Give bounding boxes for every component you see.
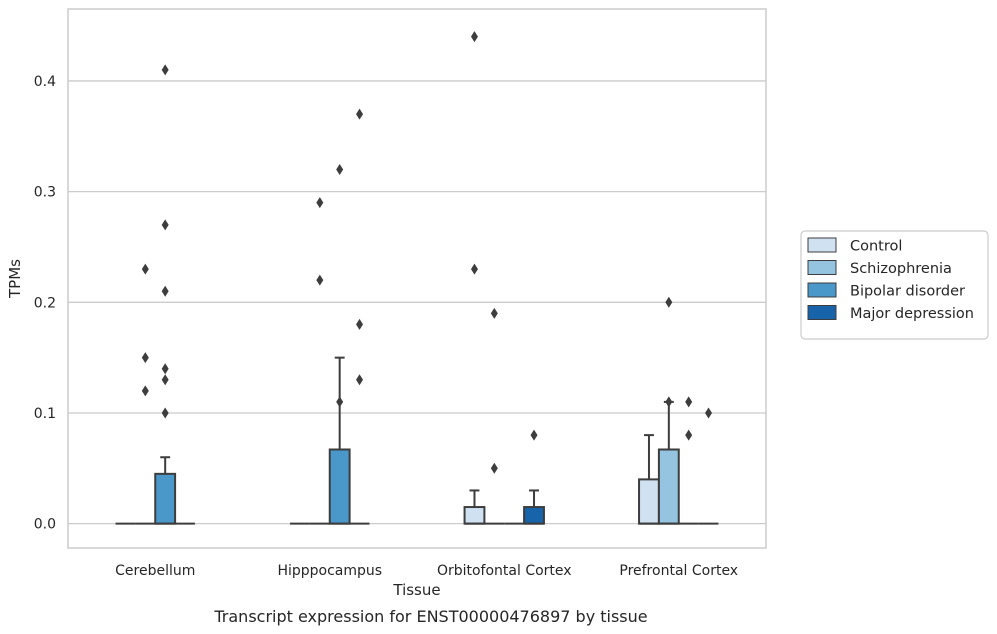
box-schizophrenia [484, 307, 505, 525]
legend: Control Schizophrenia Bipolar disorder Majo… [800, 230, 989, 340]
y-axis-label: TPMs [6, 259, 24, 299]
x-axis-label: Tissue [392, 581, 440, 599]
outlier-point [141, 263, 149, 275]
x-tick-label: Cerebellum [115, 563, 195, 579]
y-tick-label: 0.0 [34, 517, 56, 533]
box-body [638, 478, 660, 525]
outlier-point [490, 462, 498, 474]
y-tick-label: 0.1 [34, 406, 56, 422]
outlier-point [336, 163, 344, 175]
outlier-point [161, 285, 169, 297]
outlier-point [356, 318, 364, 330]
outlier-point [685, 429, 693, 441]
box-schizophrenia [309, 197, 330, 525]
box-plot-series [115, 31, 719, 525]
legend-label: Schizophrenia [850, 261, 952, 277]
chart-caption: Transcript expression for ENST0000047689… [213, 607, 647, 626]
outlier-point [665, 396, 673, 408]
outlier-point [470, 31, 478, 43]
outlier-point [161, 64, 169, 76]
y-tick-label: 0.3 [34, 185, 56, 201]
outlier-point [685, 396, 693, 408]
outlier-point [356, 108, 364, 120]
y-tick-label: 0.4 [34, 74, 56, 90]
box-body [328, 448, 351, 525]
outlier-point [530, 429, 538, 441]
outlier-point [470, 263, 478, 275]
outlier-point [161, 219, 169, 231]
outlier-point [141, 385, 149, 397]
outlier-point [161, 363, 169, 375]
box-bipolar-disorder [328, 163, 351, 525]
box-body [463, 506, 486, 525]
x-tick-label: Prefrontal Cortex [619, 563, 738, 579]
box-body [523, 506, 545, 525]
legend-label: Control [850, 239, 902, 255]
outlier-point [316, 274, 324, 286]
y-axis-ticks: 0.0 0.1 0.2 0.3 0.4 [34, 74, 56, 533]
x-tick-label: Orbitofontal Cortex [437, 563, 572, 579]
outlier-point [490, 307, 498, 319]
plot-frame [67, 8, 767, 549]
box-bipolar-disorder [678, 396, 699, 525]
outlier-point [161, 374, 169, 386]
legend-label: Major depression [850, 306, 974, 322]
legend-swatch [807, 237, 837, 253]
box-body [657, 448, 680, 525]
legend-swatch [807, 282, 837, 298]
x-tick-label: Hipppocampus [277, 563, 382, 579]
outlier-point [336, 396, 344, 408]
legend-frame [800, 230, 989, 340]
box-control [463, 31, 486, 525]
box-schizophrenia [657, 296, 680, 525]
outlier-point [356, 374, 364, 386]
y-tick-label: 0.2 [34, 295, 56, 311]
x-axis-ticks: Cerebellum Hipppocampus Orbitofontal Corte… [115, 563, 738, 579]
legend-swatch [807, 305, 837, 320]
box-control [638, 434, 660, 525]
outlier-point [665, 296, 673, 308]
box-bipolar-disorder [154, 64, 177, 525]
box-major-depression [523, 429, 545, 525]
legend-swatch [807, 260, 837, 275]
box-body [154, 472, 177, 525]
legend-label: Bipolar disorder [850, 284, 965, 300]
outlier-point [316, 197, 324, 209]
outlier-point [161, 407, 169, 419]
box-major-depression [349, 108, 370, 525]
box-major-depression [698, 407, 719, 525]
box-schizophrenia [135, 263, 156, 525]
outlier-point [705, 407, 713, 419]
outlier-point [141, 352, 149, 364]
